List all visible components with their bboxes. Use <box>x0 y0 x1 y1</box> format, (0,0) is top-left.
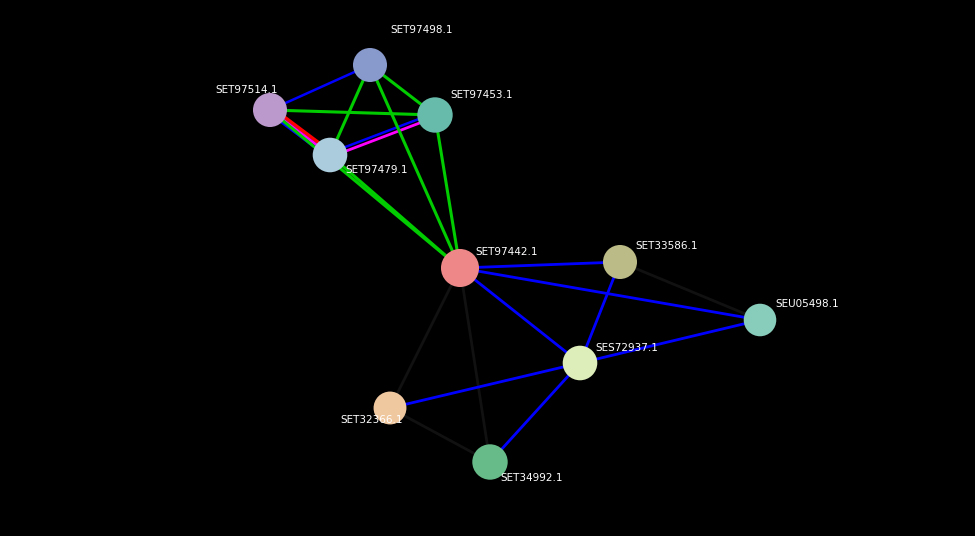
Text: SET97479.1: SET97479.1 <box>345 165 408 175</box>
Point <box>382 404 398 412</box>
Text: SET33586.1: SET33586.1 <box>635 241 697 251</box>
Point <box>452 264 468 272</box>
Text: SET97442.1: SET97442.1 <box>475 247 537 257</box>
Text: SET32366.1: SET32366.1 <box>340 415 403 425</box>
Text: SES72937.1: SES72937.1 <box>595 343 658 353</box>
Point <box>362 61 377 69</box>
Point <box>572 359 588 367</box>
Point <box>262 106 278 114</box>
Text: SET97453.1: SET97453.1 <box>450 90 513 100</box>
Text: SET34992.1: SET34992.1 <box>500 473 563 483</box>
Point <box>322 151 337 159</box>
Point <box>752 316 767 324</box>
Point <box>483 458 498 466</box>
Text: SEU05498.1: SEU05498.1 <box>775 299 838 309</box>
Point <box>612 258 628 266</box>
Point <box>427 111 443 120</box>
Text: SET97498.1: SET97498.1 <box>390 25 452 35</box>
Text: SET97514.1: SET97514.1 <box>215 85 278 95</box>
